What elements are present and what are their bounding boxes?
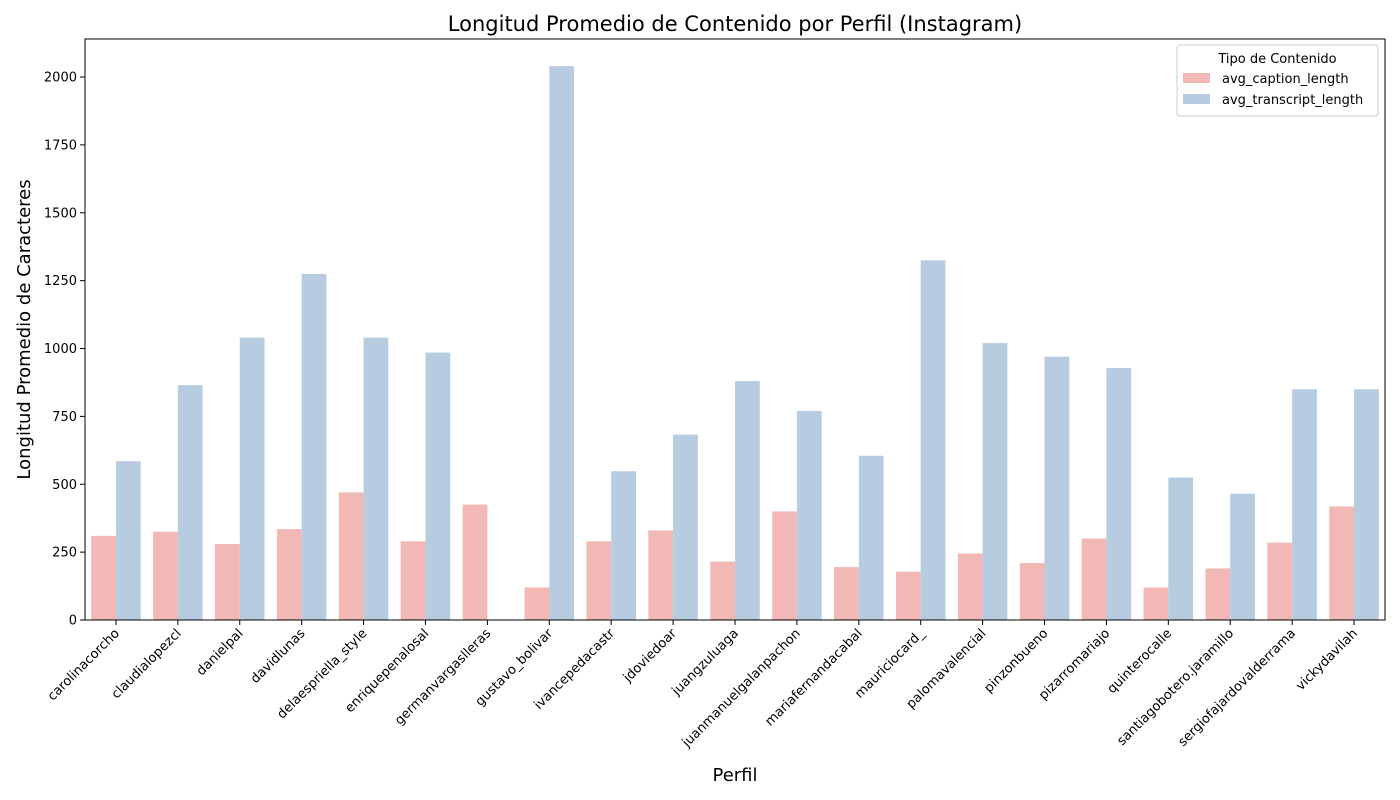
bar-avg_caption_length-juangzuluaga [710, 561, 735, 620]
legend-box [1176, 44, 1379, 117]
x-tick-label-quinterocalle: quinterocalle [1105, 626, 1176, 697]
bar-avg_transcript_length-mariafernandacabal [858, 455, 884, 620]
bar-avg_transcript_length-delaespriella_style [363, 337, 389, 620]
bar-avg_transcript_length-danielpal [239, 337, 265, 620]
x-tick-label-danielpal: danielpal [194, 626, 247, 679]
bar-avg_transcript_length-santiagobotero.jaramillo [1230, 493, 1255, 620]
legend: Tipo de Contenido avg_caption_length avg_… [1176, 44, 1379, 117]
bar-avg_transcript_length-ivancepedacastr [611, 471, 636, 620]
bar-avg_transcript_length-juangzuluaga [735, 381, 760, 620]
bar-avg_transcript_length-pinzonbueno [1044, 356, 1070, 620]
bar-avg_caption_length-gustavo_bolivar [524, 587, 550, 620]
bar-avg_caption_length-delaespriella_style [338, 492, 364, 620]
y-tick-label-250: 250 [52, 546, 77, 561]
bar-avg_caption_length-sergiofajardovalderrama [1267, 542, 1293, 620]
bar-avg_transcript_length-sergiofajardovalderrama [1292, 389, 1317, 620]
bar-avg_caption_length-danielpal [215, 543, 240, 620]
x-tick-label-pinzonbueno: pinzonbueno [981, 626, 1051, 696]
y-tick-label-750: 750 [52, 410, 77, 425]
bar-avg_transcript_length-vickydavilah [1354, 389, 1379, 620]
bar-avg_caption_length-quinterocalle [1143, 587, 1169, 620]
bar-avg_caption_length-juanmanuelgalanpachon [772, 511, 797, 620]
legend-label-avg_caption_length: avg_caption_length [1222, 72, 1349, 87]
y-tick-label-1250: 1250 [44, 274, 77, 289]
y-tick-label-0: 0 [69, 614, 77, 629]
bar-avg_transcript_length-davidlunas [301, 273, 327, 620]
bar-avg_transcript_length-mauriciocard_ [920, 260, 946, 620]
bar-avg_caption_length-ivancepedacastr [586, 541, 612, 620]
bar-avg_caption_length-pinzonbueno [1019, 562, 1045, 620]
legend-title: Tipo de Contenido [1217, 52, 1336, 67]
x-axis-label: Perfil [712, 765, 757, 786]
x-tick-label-jdoviedoar: jdoviedoar [620, 626, 680, 686]
chart-title: Longitud Promedio de Contenido por Perfi… [448, 12, 1022, 36]
bar-avg_caption_length-pizarromariajo [1081, 538, 1107, 620]
bar-avg_caption_length-jdoviedoar [648, 530, 674, 620]
bar-avg_caption_length-santiagobotero.jaramillo [1205, 568, 1231, 620]
bar-avg_transcript_length-pizarromariajo [1106, 368, 1132, 620]
bar-avg_transcript_length-carolinacorcho [115, 461, 141, 620]
x-tick-label-santiagobotero.jaramillo: santiagobotero.jaramillo [1114, 626, 1237, 749]
x-tick-label-juanmanuelgalanpachon: juanmanuelgalanpachon [679, 626, 804, 751]
bar-avg_transcript_length-quinterocalle [1168, 477, 1194, 620]
x-tick-label-sergiofajardovalderrama: sergiofajardovalderrama [1175, 626, 1299, 750]
x-tick-label-davidlunas: davidlunas [248, 626, 309, 687]
y-tick-label-2000: 2000 [44, 71, 77, 86]
y-axis-label: Longitud Promedio de Caracteres [14, 179, 35, 479]
bar-avg_transcript_length-enriquepenalosal [425, 352, 451, 620]
bar-avg_caption_length-enriquepenalosal [400, 541, 426, 620]
y-tick-label-1750: 1750 [44, 138, 77, 153]
legend-label-avg_transcript_length: avg_transcript_length [1222, 93, 1363, 108]
bars-group [91, 66, 1379, 620]
bar-avg_transcript_length-juanmanuelgalanpachon [796, 410, 822, 620]
y-tick-label-1000: 1000 [44, 342, 77, 357]
legend-swatch-avg_transcript_length [1183, 94, 1210, 104]
x-tick-label-vickydavilah: vickydavilah [1293, 626, 1361, 694]
bar-avg_caption_length-mariafernandacabal [834, 567, 859, 620]
bar-avg_caption_length-palomavalencial [957, 553, 983, 620]
bar-avg_caption_length-carolinacorcho [91, 535, 116, 620]
bar-avg_transcript_length-gustavo_bolivar [549, 66, 575, 620]
bar-avg_caption_length-vickydavilah [1329, 506, 1355, 620]
legend-swatch-avg_caption_length [1183, 73, 1210, 83]
bar-avg_caption_length-germanvargaslleras [462, 504, 488, 620]
bar-avg_transcript_length-jdoviedoar [673, 434, 698, 620]
bar-avg_transcript_length-palomavalencial [982, 343, 1008, 620]
y-tick-label-500: 500 [52, 478, 77, 493]
y-tick-label-1500: 1500 [44, 206, 77, 221]
bar-avg_caption_length-davidlunas [276, 529, 302, 620]
bar-avg_transcript_length-claudialopezcl [177, 385, 203, 620]
bar-avg_caption_length-mauriciocard_ [895, 571, 921, 620]
bar-avg_caption_length-claudialopezcl [153, 531, 178, 620]
